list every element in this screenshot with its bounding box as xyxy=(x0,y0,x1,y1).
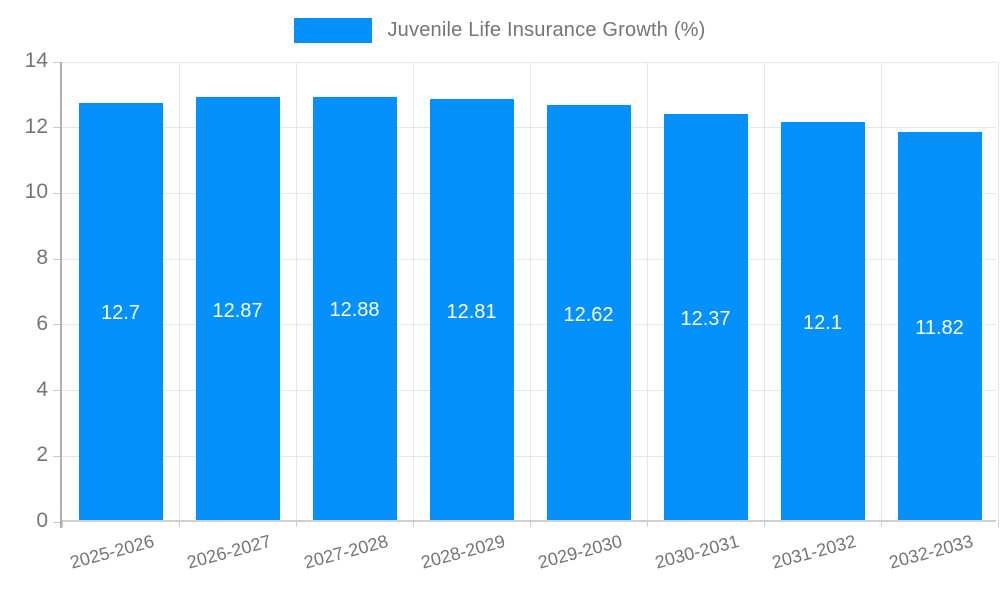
bar[interactable] xyxy=(780,122,865,520)
x-tick-mark xyxy=(529,520,531,527)
gridline-vertical xyxy=(529,62,531,520)
x-tick-label: 2025-2026 xyxy=(67,531,156,573)
y-tick-label: 0 xyxy=(36,509,48,532)
bar-value-label: 12.87 xyxy=(212,299,263,322)
y-tick-label: 2 xyxy=(36,443,48,467)
plot-area: 12.7 12.87 12.88 12.81 12.62 12.37 12.1 11.82 xyxy=(53,61,999,528)
gridline-vertical xyxy=(412,62,414,520)
chart-legend[interactable]: Juvenile Life Insurance Growth (%) xyxy=(0,18,1000,43)
legend-label: Juvenile Life Insurance Growth (%) xyxy=(387,19,706,41)
y-tick-label: 8 xyxy=(36,246,48,270)
gridline-horizontal xyxy=(62,127,996,129)
gridline-vertical xyxy=(646,62,648,520)
gridline-horizontal xyxy=(62,455,996,457)
gridline-vertical xyxy=(178,62,180,520)
bar[interactable] xyxy=(195,97,280,520)
bar-value-label: 12.88 xyxy=(329,299,380,322)
y-tick-mark xyxy=(53,258,60,260)
y-tick-mark xyxy=(53,61,60,63)
y-tick-label: 12 xyxy=(24,114,48,138)
bar[interactable] xyxy=(546,105,631,520)
x-tick-mark xyxy=(997,520,999,527)
bar-value-label: 11.82 xyxy=(915,316,964,339)
bar-value-label: 12.1 xyxy=(803,312,842,335)
x-tick-mark xyxy=(61,520,63,527)
gridline-vertical xyxy=(763,62,765,520)
y-tick-label: 10 xyxy=(24,180,48,204)
bar[interactable] xyxy=(663,113,748,520)
y-tick-label: 14 xyxy=(24,49,48,72)
gridline-horizontal xyxy=(62,61,996,63)
y-tick-label: 6 xyxy=(36,311,48,335)
gridline-vertical xyxy=(880,62,882,520)
x-tick-mark xyxy=(763,520,765,527)
bar-value-label: 12.62 xyxy=(563,303,614,326)
x-tick-mark xyxy=(880,520,882,527)
gridline-horizontal xyxy=(62,390,996,392)
x-tick-mark xyxy=(295,520,297,527)
bar[interactable] xyxy=(429,99,514,520)
bar[interactable] xyxy=(312,96,397,520)
gridline-horizontal xyxy=(62,258,996,260)
bar-value-label: 12.37 xyxy=(680,307,731,330)
y-tick-mark xyxy=(53,324,60,326)
y-tick-mark xyxy=(53,521,60,523)
y-tick-mark xyxy=(53,390,60,392)
gridline-horizontal xyxy=(62,324,996,326)
gridline-vertical xyxy=(997,62,999,520)
x-tick-mark xyxy=(412,520,414,527)
y-tick-mark xyxy=(53,192,60,194)
x-tick-mark xyxy=(646,520,648,527)
bar-value-label: 12.81 xyxy=(446,300,497,323)
bar-value-label: 12.7 xyxy=(101,302,140,325)
bar[interactable] xyxy=(897,131,982,520)
y-tick-mark xyxy=(53,127,60,129)
gridline-horizontal xyxy=(62,192,996,194)
legend-swatch xyxy=(294,18,373,43)
y-axis-stub xyxy=(60,520,62,528)
y-tick-mark xyxy=(53,455,60,457)
gridline-vertical xyxy=(295,62,297,520)
bar[interactable] xyxy=(78,102,163,520)
x-tick-mark xyxy=(178,520,180,527)
y-tick-label: 4 xyxy=(36,377,48,401)
